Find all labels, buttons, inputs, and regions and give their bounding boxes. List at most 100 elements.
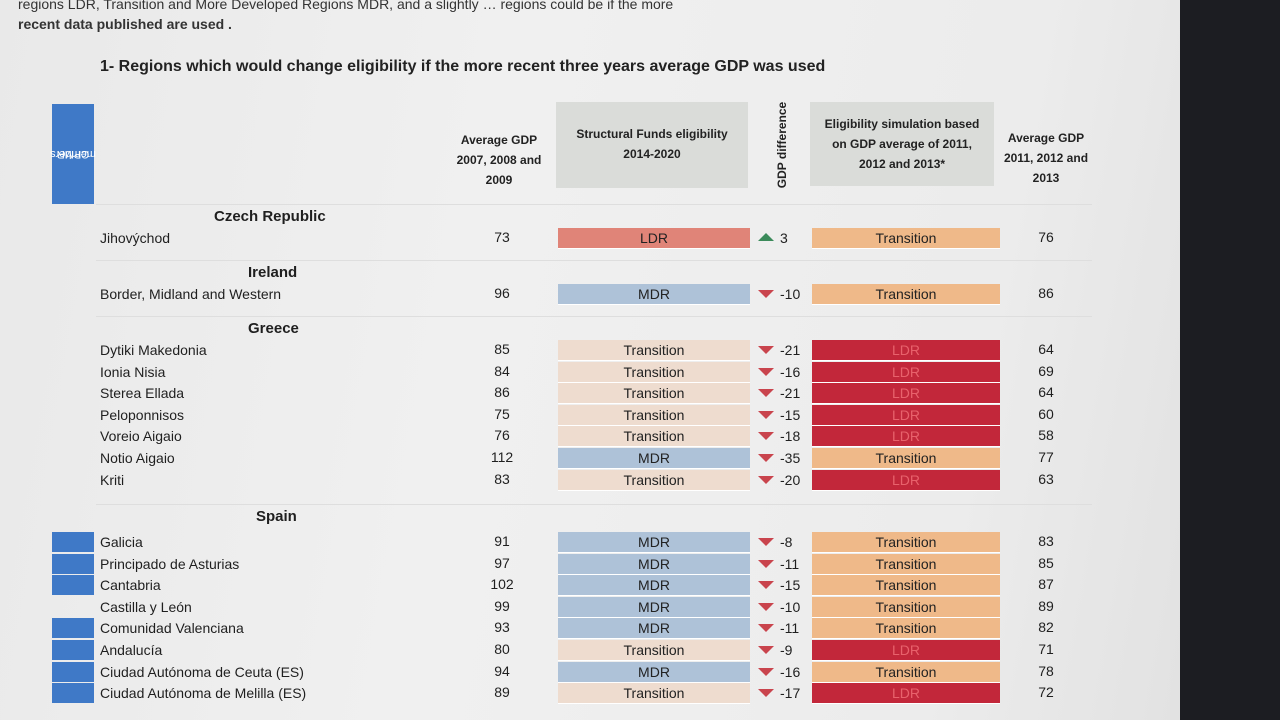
triangle-down-icon bbox=[758, 389, 774, 398]
gdp-difference-value: -8 bbox=[780, 534, 793, 550]
country-name: Czech Republic bbox=[214, 208, 326, 225]
country-separator bbox=[96, 316, 1092, 317]
simulation-eligibility-cell: LDR bbox=[812, 469, 1000, 491]
header-avg-gdp-2007-line2: 2007, 2008 and bbox=[456, 153, 542, 167]
country-name: Greece bbox=[248, 320, 299, 337]
gdp-2007-value: 99 bbox=[494, 597, 510, 614]
triangle-down-icon bbox=[758, 454, 774, 462]
header-eligibility-simulation: Eligibility simulation based on GDP aver… bbox=[810, 102, 994, 186]
gdp-2007-value: 85 bbox=[494, 341, 510, 357]
gdp-2007-value: 75 bbox=[494, 405, 510, 422]
simulation-eligibility-cell: Transition bbox=[812, 532, 1000, 553]
country-separator bbox=[96, 260, 1092, 261]
gdp-2007-value: 76 bbox=[494, 427, 510, 444]
region-name: Cantabria bbox=[100, 577, 161, 594]
sf-eligibility-cell: Transition bbox=[558, 426, 750, 448]
gdp-difference-cell: -35 bbox=[758, 448, 818, 468]
gdp-difference-value: -10 bbox=[780, 598, 801, 615]
cpmr-label-2: members bbox=[50, 148, 96, 160]
gdp-difference-value: -10 bbox=[780, 286, 801, 302]
triangle-down-icon bbox=[758, 346, 774, 354]
region-name: Ciudad Autónoma de Melilla (ES) bbox=[100, 685, 307, 702]
gdp-2011-value: 89 bbox=[1038, 597, 1054, 614]
header-avg-gdp-2007: Average GDP 2007, 2008 and 2009 bbox=[444, 130, 554, 190]
gdp-2011-value: 72 bbox=[1038, 684, 1054, 701]
region-name: Castilla y León bbox=[100, 598, 192, 615]
country-separator bbox=[96, 204, 1092, 205]
cpmr-member-marker bbox=[52, 532, 94, 552]
gdp-2007-value: 73 bbox=[494, 229, 510, 245]
triangle-down-icon bbox=[758, 689, 774, 698]
gdp-difference-cell: -16 bbox=[758, 362, 818, 382]
gdp-difference-cell: -8 bbox=[758, 532, 818, 552]
sf-eligibility-cell: Transition bbox=[558, 361, 750, 383]
gdp-difference-value: -15 bbox=[780, 577, 801, 594]
region-name: Peloponnisos bbox=[100, 406, 185, 423]
sf-eligibility-cell: LDR bbox=[558, 228, 750, 249]
header-sim-line1: Eligibility simulation based bbox=[824, 117, 980, 131]
gdp-2007-value: 83 bbox=[494, 470, 510, 487]
sf-eligibility-cell: Transition bbox=[558, 469, 750, 491]
gdp-2011-value: 78 bbox=[1038, 662, 1054, 679]
gdp-difference-cell: -9 bbox=[758, 640, 818, 660]
region-name: Dytiki Makedonia bbox=[100, 342, 207, 358]
gdp-2011-value: 85 bbox=[1038, 554, 1054, 571]
cpmr-member-marker bbox=[52, 575, 94, 596]
gdp-2007-value: 112 bbox=[490, 449, 514, 465]
gdp-2007-value: 94 bbox=[494, 662, 510, 679]
intro-line-2: recent data published are used . bbox=[18, 16, 232, 32]
simulation-eligibility-cell: LDR bbox=[812, 404, 1000, 426]
sf-eligibility-cell: MDR bbox=[558, 618, 750, 640]
sf-eligibility-cell: MDR bbox=[558, 596, 750, 618]
region-name: Ciudad Autónoma de Ceuta (ES) bbox=[100, 663, 304, 680]
gdp-difference-cell: -18 bbox=[758, 426, 818, 446]
gdp-difference-cell: -15 bbox=[758, 405, 818, 425]
sf-eligibility-cell: MDR bbox=[558, 284, 750, 305]
simulation-eligibility-cell: LDR bbox=[812, 683, 1000, 705]
gdp-2007-value: 97 bbox=[494, 554, 510, 571]
gdp-difference-cell: -17 bbox=[758, 683, 818, 703]
gdp-2011-value: 58 bbox=[1038, 427, 1054, 444]
gdp-difference-cell: -10 bbox=[758, 284, 818, 304]
gdp-2007-value: 84 bbox=[494, 362, 510, 379]
gdp-2007-value: 91 bbox=[494, 533, 510, 549]
simulation-eligibility-cell: LDR bbox=[812, 640, 1000, 661]
sf-eligibility-cell: MDR bbox=[558, 532, 750, 553]
sf-eligibility-cell: Transition bbox=[558, 404, 750, 426]
region-name: Jihovýchod bbox=[100, 230, 171, 246]
region-name: Voreio Aigaio bbox=[100, 428, 182, 445]
gdp-difference-value: -11 bbox=[780, 555, 800, 572]
gdp-2011-value: 87 bbox=[1038, 576, 1054, 593]
simulation-eligibility-cell: Transition bbox=[812, 596, 1000, 618]
section-heading: 1- Regions which would change eligibilit… bbox=[100, 58, 826, 75]
gdp-difference-cell: -10 bbox=[758, 597, 818, 617]
country-separator bbox=[96, 504, 1092, 505]
gdp-2011-value: 83 bbox=[1038, 533, 1054, 549]
intro-line-1: regions LDR, Transition and More Develop… bbox=[18, 0, 674, 12]
intro-paragraph: regions LDR, Transition and More Develop… bbox=[18, 0, 1098, 34]
gdp-2007-value: 102 bbox=[490, 576, 514, 593]
cpmr-member-marker bbox=[52, 640, 94, 660]
gdp-difference-cell: -15 bbox=[758, 575, 818, 595]
gdp-2011-value: 64 bbox=[1038, 341, 1054, 357]
triangle-down-icon bbox=[758, 367, 774, 376]
gdp-2011-value: 71 bbox=[1038, 641, 1054, 657]
gdp-difference-cell: -11 bbox=[758, 618, 818, 638]
cpmr-member-marker bbox=[52, 618, 94, 639]
gdp-2011-value: 86 bbox=[1038, 285, 1054, 301]
region-name: Kriti bbox=[100, 471, 125, 488]
triangle-down-icon bbox=[758, 432, 774, 441]
gdp-2011-value: 69 bbox=[1038, 362, 1054, 379]
header-avg-gdp-2011-line2: 2011, 2012 and bbox=[1003, 151, 1089, 165]
header-avg-gdp-2011-line3: 2013 bbox=[1032, 171, 1060, 185]
cpmr-member-marker bbox=[52, 683, 94, 704]
sf-eligibility-cell: MDR bbox=[558, 553, 750, 575]
region-name: Principado de Asturias bbox=[100, 555, 240, 572]
gdp-difference-cell: -20 bbox=[758, 470, 818, 490]
gdp-difference-value: -35 bbox=[780, 450, 801, 466]
triangle-up-icon bbox=[758, 233, 774, 241]
gdp-2007-value: 80 bbox=[494, 641, 510, 657]
header-avg-gdp-2011: Average GDP 2011, 2012 and 2013 bbox=[994, 128, 1098, 188]
simulation-eligibility-cell: Transition bbox=[812, 575, 1000, 597]
header-avg-gdp-2007-line3: 2009 bbox=[485, 173, 513, 187]
